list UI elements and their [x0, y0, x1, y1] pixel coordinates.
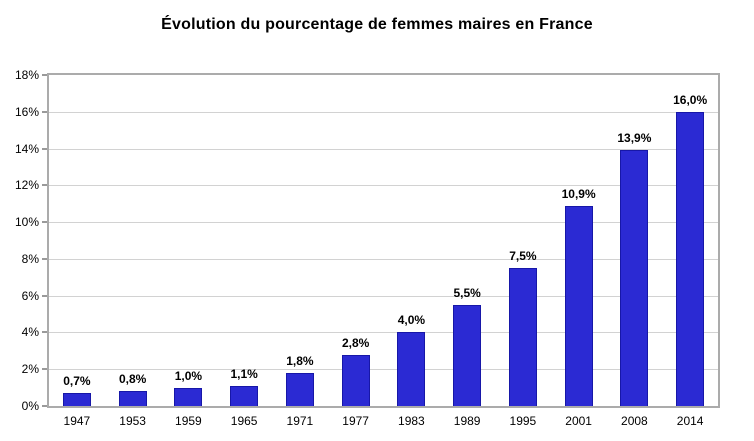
bar-value-label-2001: 10,9% — [561, 186, 596, 201]
x-axis-label-1971: 1971 — [286, 414, 314, 428]
y-axis-label-2%: 2% — [21, 362, 39, 377]
bar-group-1965: 1,1% 1965 — [216, 75, 272, 428]
y-axis-tick-18% — [42, 74, 47, 76]
bar-1989 — [453, 304, 482, 406]
y-axis-tick-8% — [42, 257, 47, 260]
gridline-6% — [49, 295, 718, 297]
y-axis-label-8%: 8% — [21, 251, 39, 266]
bar-group-1953: 0,8% 1953 — [105, 75, 161, 428]
bar-group-1989: 5,5% 1989 — [439, 75, 495, 428]
bar-group-1977: 2,8% 1977 — [328, 75, 384, 428]
bar-value-label-1971: 1,8% — [286, 353, 314, 368]
bar-1965 — [230, 385, 259, 406]
x-axis-label-2008: 2008 — [621, 414, 648, 428]
bar-1995 — [508, 268, 537, 406]
y-axis-tick-4% — [42, 331, 47, 334]
y-axis-tick-2% — [42, 368, 47, 371]
x-axis-label-1947: 1947 — [63, 414, 91, 428]
plot-area: 0% 2% 4% 6% 8% 10% 12% 14% 16% 18% 0,7% 1947 0,8% 19… — [15, 69, 720, 428]
gridline-2% — [49, 369, 718, 371]
gridline-16% — [49, 111, 718, 113]
bar-2014 — [676, 111, 705, 406]
bar-2008 — [620, 150, 649, 406]
bar-group-1959: 1,0% 1959 — [161, 75, 217, 428]
y-axis-label-10%: 10% — [14, 215, 39, 230]
bar-value-label-1965: 1,1% — [230, 366, 258, 381]
bar-value-label-1947: 0,7% — [63, 374, 91, 389]
y-axis-tick-12% — [42, 184, 47, 187]
x-axis-label-1959: 1959 — [175, 414, 202, 428]
y-axis-label-0%: 0% — [21, 399, 39, 413]
bar-1971 — [285, 372, 314, 406]
bar-group-1947: 0,7% 1947 — [49, 75, 105, 428]
bars-layer: 0,7% 1947 0,8% 1953 1,0% 1959 1,1% 1965 1,8% 1971… — [49, 75, 718, 428]
y-axis-label-14%: 14% — [14, 141, 39, 156]
x-axis-label-1983: 1983 — [398, 414, 425, 428]
y-axis-tick-16% — [42, 110, 47, 113]
bar-group-2008: 13,9% 2008 — [607, 75, 663, 428]
bar-value-label-1989: 5,5% — [453, 285, 481, 300]
y-axis-label-12%: 12% — [14, 178, 39, 193]
bar-group-1995: 7,5% 1995 — [495, 75, 551, 428]
gridlines-layer: 0% 2% 4% 6% 8% 10% 12% 14% 16% 18% — [15, 69, 718, 412]
bar-value-label-1995: 7,5% — [509, 249, 537, 264]
x-axis-label-1953: 1953 — [119, 414, 146, 428]
bar-value-label-2014: 16,0% — [673, 92, 708, 107]
x-axis-label-2014: 2014 — [676, 414, 704, 428]
x-axis-label-1995: 1995 — [509, 414, 537, 428]
gridline-10% — [49, 222, 718, 224]
gridline-8% — [49, 258, 718, 260]
x-axis-label-1977: 1977 — [342, 414, 369, 428]
bar-value-label-2008: 13,9% — [617, 131, 652, 146]
bar-1959 — [174, 387, 203, 406]
y-axis-tick-14% — [42, 147, 47, 150]
gridline-12% — [49, 185, 718, 187]
bar-group-2014: 16,0% 2014 — [662, 75, 718, 428]
bar-value-label-1959: 1,0% — [174, 368, 203, 383]
y-axis-tick-6% — [42, 294, 47, 297]
bar-1977 — [341, 354, 370, 406]
bar-group-1971: 1,8% 1971 — [272, 75, 328, 428]
bar-group-2001: 10,9% 2001 — [551, 75, 607, 428]
y-axis-tick-10% — [42, 221, 47, 224]
gridline-4% — [49, 332, 718, 334]
bar-value-label-1953: 0,8% — [118, 372, 147, 387]
x-axis-label-2001: 2001 — [565, 414, 592, 428]
x-axis-label-1989: 1989 — [453, 414, 481, 428]
y-axis-label-18%: 18% — [14, 68, 39, 82]
gridline-14% — [49, 148, 718, 150]
x-axis-label-1965: 1965 — [230, 414, 258, 428]
y-axis-label-16%: 16% — [14, 104, 39, 119]
bar-value-label-1977: 2,8% — [341, 335, 370, 350]
bar-group-1983: 4,0% 1983 — [384, 75, 440, 428]
bar-1983 — [397, 332, 426, 406]
y-axis-label-4%: 4% — [21, 325, 39, 340]
bar-1947 — [62, 393, 91, 406]
bar-value-label-1983: 4,0% — [397, 313, 426, 328]
y-axis-tick-0% — [42, 405, 47, 407]
bar-2001 — [564, 205, 593, 406]
y-axis-label-6%: 6% — [21, 288, 39, 303]
chart-title: Évolution du pourcentage de femmes maire… — [161, 16, 593, 33]
bar-1953 — [118, 391, 147, 406]
